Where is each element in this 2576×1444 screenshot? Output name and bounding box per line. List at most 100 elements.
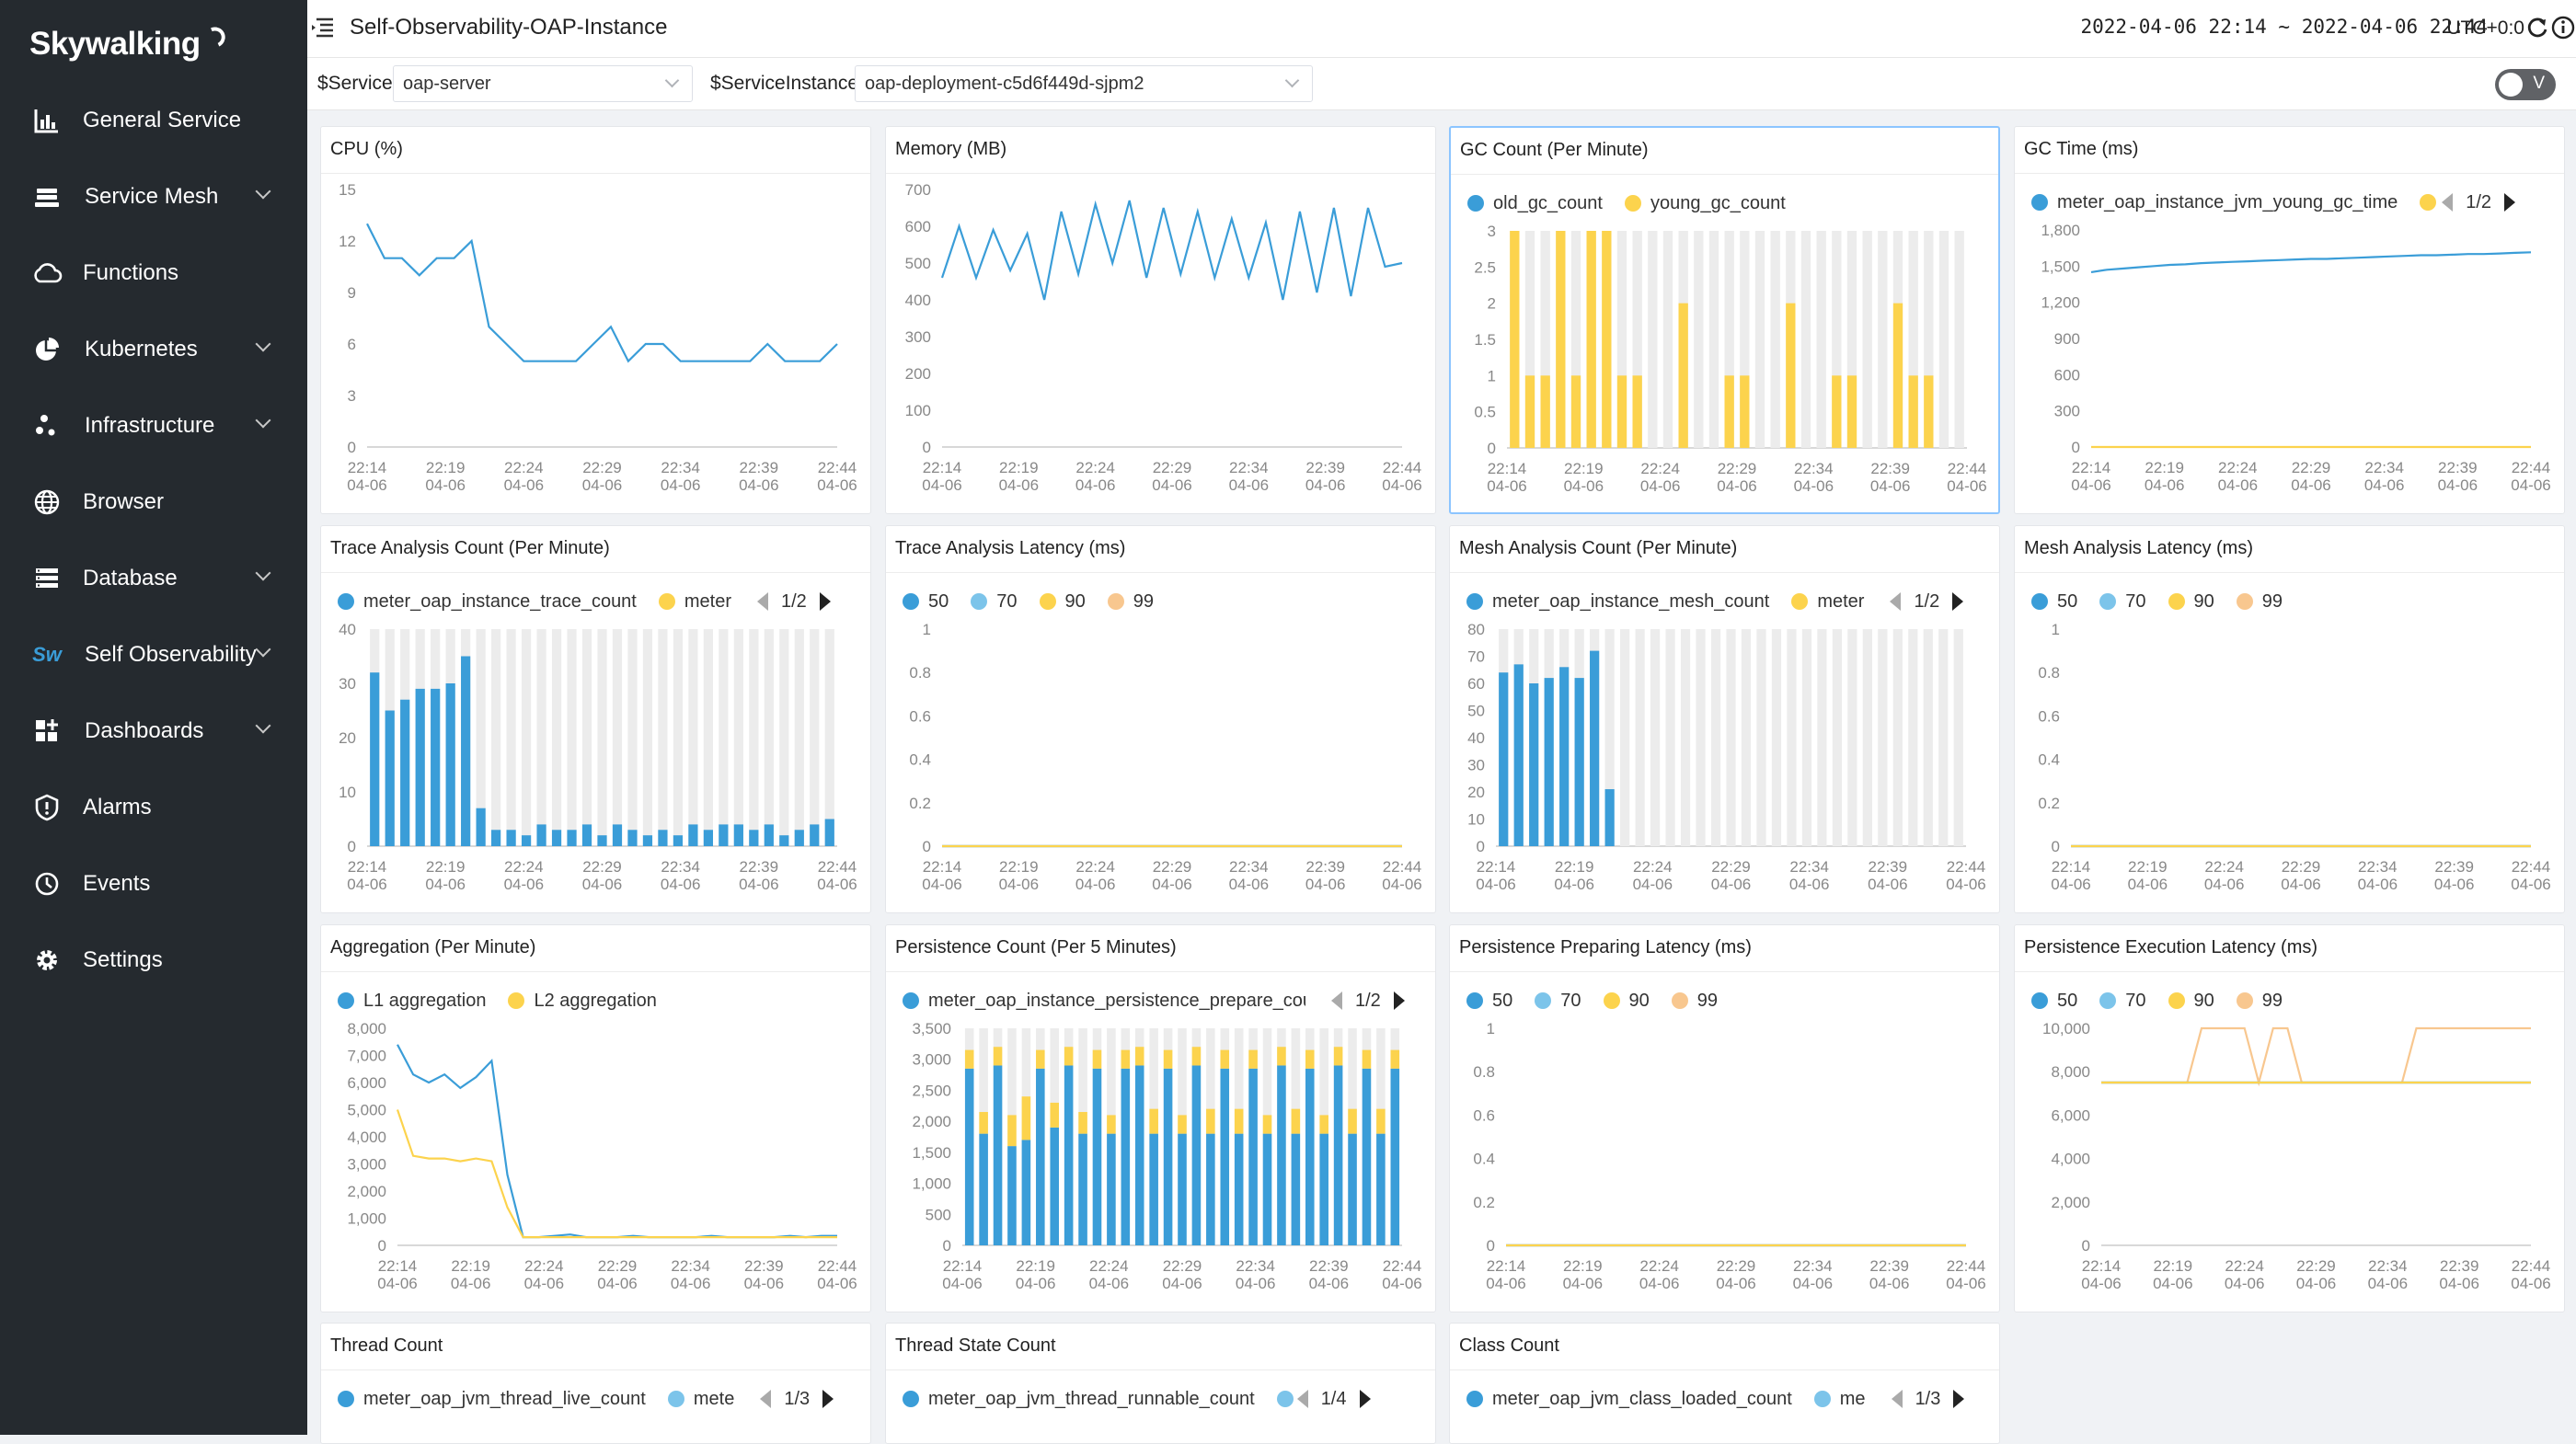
bar-meter-oap-instance-persistence-prepare-count[interactable] [1121,1068,1131,1245]
legend-item[interactable]: young_gc_count [1624,193,1786,214]
legend-item[interactable]: meter_oap_instance_jvm_young_gc_time [2031,192,2398,213]
chart-persistence-count-per-5-minutes[interactable]: 05001,0001,5002,0002,5003,0003,50022:140… [886,925,1437,1313]
bar-meter-oap-instance-trace-count[interactable] [551,830,562,846]
bar-meter-oap-instance-persistence-prepare-count[interactable] [979,1133,988,1245]
bar-young-gc-count[interactable] [1570,375,1581,448]
sidebar-item-settings[interactable]: Settings [0,933,307,988]
bar-meter-oap-instance-persistence-execute-count[interactable] [979,1112,988,1134]
view-toggle[interactable]: V [2495,69,2556,100]
bar-young-gc-count[interactable] [1556,231,1566,448]
bar-young-gc-count[interactable] [1524,375,1535,448]
panel-persistence-preparing-latency-ms[interactable]: Persistence Preparing Latency (ms) 50 70 90… [1449,924,2000,1312]
bar-meter-oap-instance-persistence-execute-count[interactable] [1163,1049,1173,1069]
bar-young-gc-count[interactable] [1924,375,1934,448]
page-prev-icon[interactable] [757,592,768,611]
bar-meter-oap-instance-persistence-prepare-count[interactable] [1050,1127,1060,1245]
legend-item[interactable]: mete [667,1389,734,1410]
bar-meter-oap-instance-trace-count[interactable] [461,656,471,847]
line-series-l2-aggregation[interactable] [396,1109,837,1239]
bar-meter-oap-instance-trace-count[interactable] [719,824,729,846]
bar-meter-oap-instance-trace-count[interactable] [658,830,668,846]
panel-trace-analysis-latency-ms[interactable]: Trace Analysis Latency (ms) 50 70 90 99 0 0.2 0… [885,525,1436,913]
panel-trace-analysis-count-per-minute[interactable]: Trace Analysis Count (Per Minute) meter_o… [320,525,871,913]
legend-item[interactable]: meter_oap_jvm_thread_live_count [338,1389,646,1410]
skywalking-logo[interactable]: Skywalking [29,20,228,68]
panel-mesh-analysis-count-per-minute[interactable]: Mesh Analysis Count (Per Minute) meter_oa… [1449,525,2000,913]
chart-memory-mb[interactable]: 010020030040050060070022:1404-0622:1904-… [886,127,1437,515]
bar-meter-oap-instance-persistence-execute-count[interactable] [1305,1049,1315,1069]
bar-meter-oap-instance-trace-count[interactable] [445,683,455,846]
bar-meter-oap-instance-persistence-execute-count[interactable] [1319,1115,1328,1134]
page-next-icon[interactable] [819,592,831,611]
bar-young-gc-count[interactable] [1892,303,1903,448]
legend-item[interactable]: meter_oap_jvm_class_loaded_count [1466,1389,1792,1410]
sidebar-item-general-service[interactable]: General Service [0,93,307,148]
bar-meter-oap-instance-persistence-execute-count[interactable] [1277,1047,1286,1066]
chart-persistence-execution-latency-ms[interactable]: 02,0004,0006,0008,00010,00022:1404-0622:… [2015,925,2566,1313]
bar-meter-oap-instance-mesh-count[interactable] [1574,678,1584,846]
bar-meter-oap-instance-mesh-count[interactable] [1544,678,1554,846]
bar-young-gc-count[interactable] [1724,375,1734,448]
legend-item[interactable]: 99 [2236,591,2283,613]
bar-young-gc-count[interactable] [1602,231,1612,448]
sidebar-item-infrastructure[interactable]: Infrastructure [0,398,307,453]
bar-meter-oap-instance-trace-count[interactable] [581,824,592,846]
sidebar-item-database[interactable]: Database [0,551,307,606]
chart-legend[interactable]: meter_oap_instance_persistence_prepare_c… [903,988,1405,1014]
legend-item[interactable]: meter_oap_jvm_thread_runnable_count [903,1389,1255,1410]
panel-gc-count-per-minute[interactable]: GC Count (Per Minute) old_gc_count young_g… [1449,126,2000,514]
panel-aggregation-per-minute[interactable]: Aggregation (Per Minute) L1 aggregation L2… [320,924,871,1312]
bar-meter-oap-instance-trace-count[interactable] [400,699,410,846]
bar-meter-oap-instance-persistence-execute-count[interactable] [1178,1115,1187,1134]
legend-item[interactable]: 90 [1039,591,1086,613]
bar-young-gc-count[interactable] [1908,375,1918,448]
bar-meter-oap-instance-persistence-prepare-count[interactable] [1149,1133,1158,1245]
chart-gc-time-ms[interactable]: 03006009001,2001,5001,80022:1404-0622:19… [2015,127,2566,515]
bar-meter-oap-instance-persistence-prepare-count[interactable] [1262,1133,1272,1245]
bar-meter-oap-instance-persistence-prepare-count[interactable] [1021,1140,1031,1245]
legend-item[interactable]: 70 [2099,591,2146,613]
bar-meter-oap-instance-persistence-prepare-count[interactable] [964,1068,974,1245]
chart-legend[interactable]: meter_oap_jvm_thread_runnable_count 1/4 [903,1386,1371,1412]
bar-meter-oap-instance-mesh-count[interactable] [1529,683,1539,846]
legend-item[interactable]: 99 [1671,991,1718,1012]
bar-meter-oap-instance-persistence-prepare-count[interactable] [1107,1133,1116,1245]
bar-meter-oap-instance-persistence-prepare-count[interactable] [1092,1068,1102,1245]
bar-meter-oap-instance-trace-count[interactable] [733,824,743,846]
line-series-l1-aggregation[interactable] [397,1044,837,1239]
bar-meter-oap-instance-persistence-prepare-count[interactable] [1234,1133,1244,1245]
bar-meter-oap-instance-mesh-count[interactable] [1513,664,1524,846]
bar-meter-oap-instance-trace-count[interactable] [703,830,713,846]
chart-aggregation-per-minute[interactable]: 0 1,000 2,000 3,000 4,000 5,000 6,000 7,000 8,00… [321,925,872,1313]
bar-meter-oap-instance-persistence-prepare-count[interactable] [1291,1133,1301,1245]
chart-cpu[interactable]: 0369121522:1404-0622:1904-0622:2404-0622… [321,127,872,515]
refresh-icon[interactable] [2524,15,2550,40]
panel-persistence-count-per-5-minutes[interactable]: Persistence Count (Per 5 Minutes) meter_o… [885,924,1436,1312]
legend-item[interactable]: meter_oap_instance_trace_count [338,591,637,613]
panel-memory-mb[interactable]: Memory (MB) 0 100 200 300 400 500 600 700 22:14 04… [885,126,1436,514]
page-next-icon[interactable] [2504,193,2516,212]
bar-meter-oap-instance-persistence-prepare-count[interactable] [1163,1068,1173,1245]
bar-meter-oap-instance-trace-count[interactable] [491,830,501,846]
bar-meter-oap-instance-trace-count[interactable] [476,808,486,846]
bar-meter-oap-instance-trace-count[interactable] [764,824,774,846]
chart-legend[interactable]: 50 70 90 99 [2031,589,2305,614]
bar-meter-oap-instance-persistence-execute-count[interactable] [1291,1108,1301,1134]
legend-item[interactable]: 50 [2031,991,2077,1012]
chart-legend[interactable]: meter_oap_instance_mesh_count meter 1/2 [1466,589,1964,614]
line-series-memory[interactable] [940,200,1403,301]
bar-meter-oap-instance-persistence-prepare-count[interactable] [1248,1068,1258,1245]
bar-meter-oap-instance-persistence-prepare-count[interactable] [1064,1065,1074,1245]
page-prev-icon[interactable] [2442,193,2454,212]
bar-meter-oap-instance-persistence-prepare-count[interactable] [1191,1065,1202,1245]
bar-young-gc-count[interactable] [1510,231,1520,448]
bar-meter-oap-instance-persistence-execute-count[interactable] [1234,1108,1244,1134]
page-prev-icon[interactable] [1890,592,1902,611]
legend-item[interactable]: me [1813,1389,1866,1410]
line-series-cpu[interactable] [366,223,838,363]
legend-item[interactable]: 99 [2236,991,2283,1012]
sidebar-item-self-observability[interactable]: Sw Self Observability [0,627,307,682]
bar-meter-oap-instance-trace-count[interactable] [536,824,546,846]
legend-item[interactable]: meter [658,591,731,613]
line-series-99[interactable] [2101,1026,2531,1087]
